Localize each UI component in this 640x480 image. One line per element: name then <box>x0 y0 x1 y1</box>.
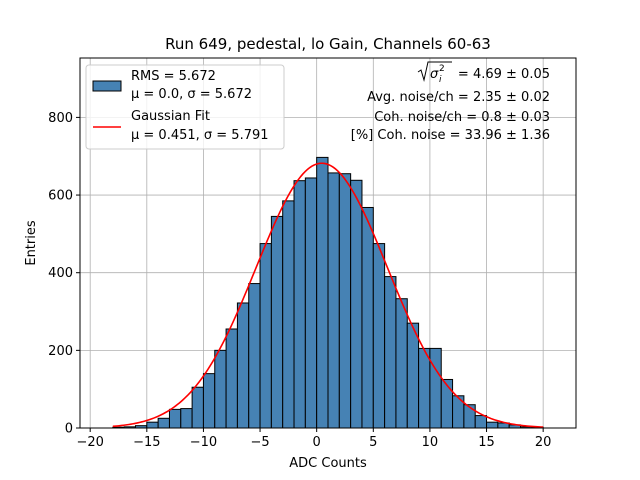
histogram-bar <box>225 328 238 429</box>
y-tick-label: 0 <box>65 422 73 437</box>
legend-fit-stats: μ = 0.451, σ = 5.791 <box>131 128 269 143</box>
coh-noise-annotation: Coh. noise/ch = 0.8 ± 0.03 <box>374 110 550 125</box>
histogram-bar <box>248 283 261 429</box>
histogram-bar <box>202 373 216 429</box>
y-tick-label: 400 <box>48 266 73 281</box>
histogram-bar <box>350 179 363 429</box>
x-tick-label: 5 <box>369 435 377 450</box>
x-tick-label: −10 <box>190 435 217 450</box>
sqrt-symbol <box>417 61 452 82</box>
x-tick-label: −20 <box>76 435 103 450</box>
histogram-bar <box>474 415 488 429</box>
legend-histogram-label: RMS = 5.672 <box>131 69 216 84</box>
histogram-bars <box>112 156 544 429</box>
histogram-bar <box>429 347 442 429</box>
sqrt-sigma-annotation: σ 2 i = 4.69 ± 0.05 <box>417 61 550 85</box>
histogram-bar <box>270 215 284 429</box>
histogram-bar <box>282 200 295 429</box>
histogram-bar <box>406 322 420 429</box>
histogram-bar <box>236 302 250 429</box>
histogram-bar <box>486 421 499 429</box>
legend-histogram-stats: μ = 0.0, σ = 5.672 <box>131 87 252 102</box>
sigma-symbol: σ <box>430 67 439 82</box>
y-tick-label: 800 <box>48 111 73 126</box>
histogram-bar <box>372 243 386 429</box>
histogram-bar <box>418 347 431 429</box>
sigma-superscript: 2 <box>439 64 445 74</box>
histogram-bar <box>293 180 306 429</box>
histogram-bar <box>395 298 408 429</box>
histogram-bar <box>214 349 227 429</box>
histogram-bar <box>361 206 374 429</box>
noise-annotations: σ 2 i = 4.69 ± 0.05 Avg. noise/ch = 2.35… <box>351 61 550 143</box>
y-axis-label: Entries <box>24 220 39 266</box>
chart-title: Run 649, pedestal, lo Gain, Channels 60-… <box>165 35 491 53</box>
x-tick-label: −15 <box>133 435 160 450</box>
histogram-bar <box>384 276 397 429</box>
sqrt-sigma-value: = 4.69 ± 0.05 <box>458 67 550 82</box>
histogram-bar <box>191 386 204 429</box>
x-tick-label: 0 <box>313 435 321 450</box>
histogram-bar <box>146 421 159 429</box>
y-tick-label: 600 <box>48 189 73 204</box>
histogram-bar <box>327 172 340 429</box>
histogram-bar <box>440 378 454 429</box>
x-tick-label: −5 <box>250 435 269 450</box>
histogram-bar <box>316 156 329 429</box>
plot-frame <box>79 57 577 429</box>
legend-fit-label: Gaussian Fit <box>131 109 210 124</box>
x-axis-ticks: −20 −15 −10 −5 0 5 10 15 20 <box>76 428 551 450</box>
y-axis-ticks: 0 200 400 600 800 <box>48 111 80 437</box>
avg-noise-annotation: Avg. noise/ch = 2.35 ± 0.02 <box>367 90 550 105</box>
histogram-bar <box>338 173 352 429</box>
gaussian-fit-curve <box>112 162 544 428</box>
x-tick-label: 20 <box>535 435 552 450</box>
x-axis-label: ADC Counts <box>289 456 367 471</box>
legend: RMS = 5.672 μ = 0.0, σ = 5.672 Gaussian … <box>85 64 285 150</box>
x-tick-label: 10 <box>422 435 439 450</box>
sigma-subscript: i <box>439 75 442 85</box>
histogram-bar <box>304 177 318 429</box>
histogram-bar <box>157 417 170 429</box>
y-tick-label: 200 <box>48 344 73 359</box>
histogram-bar <box>180 408 193 429</box>
histogram-bar <box>168 408 182 429</box>
pct-coh-noise-annotation: [%] Coh. noise = 33.96 ± 1.36 <box>351 128 550 143</box>
histogram-bar <box>463 404 476 429</box>
legend-frame <box>85 64 285 150</box>
legend-histogram-swatch <box>92 80 122 92</box>
histogram-bar <box>259 243 272 429</box>
x-tick-label: 15 <box>478 435 495 450</box>
